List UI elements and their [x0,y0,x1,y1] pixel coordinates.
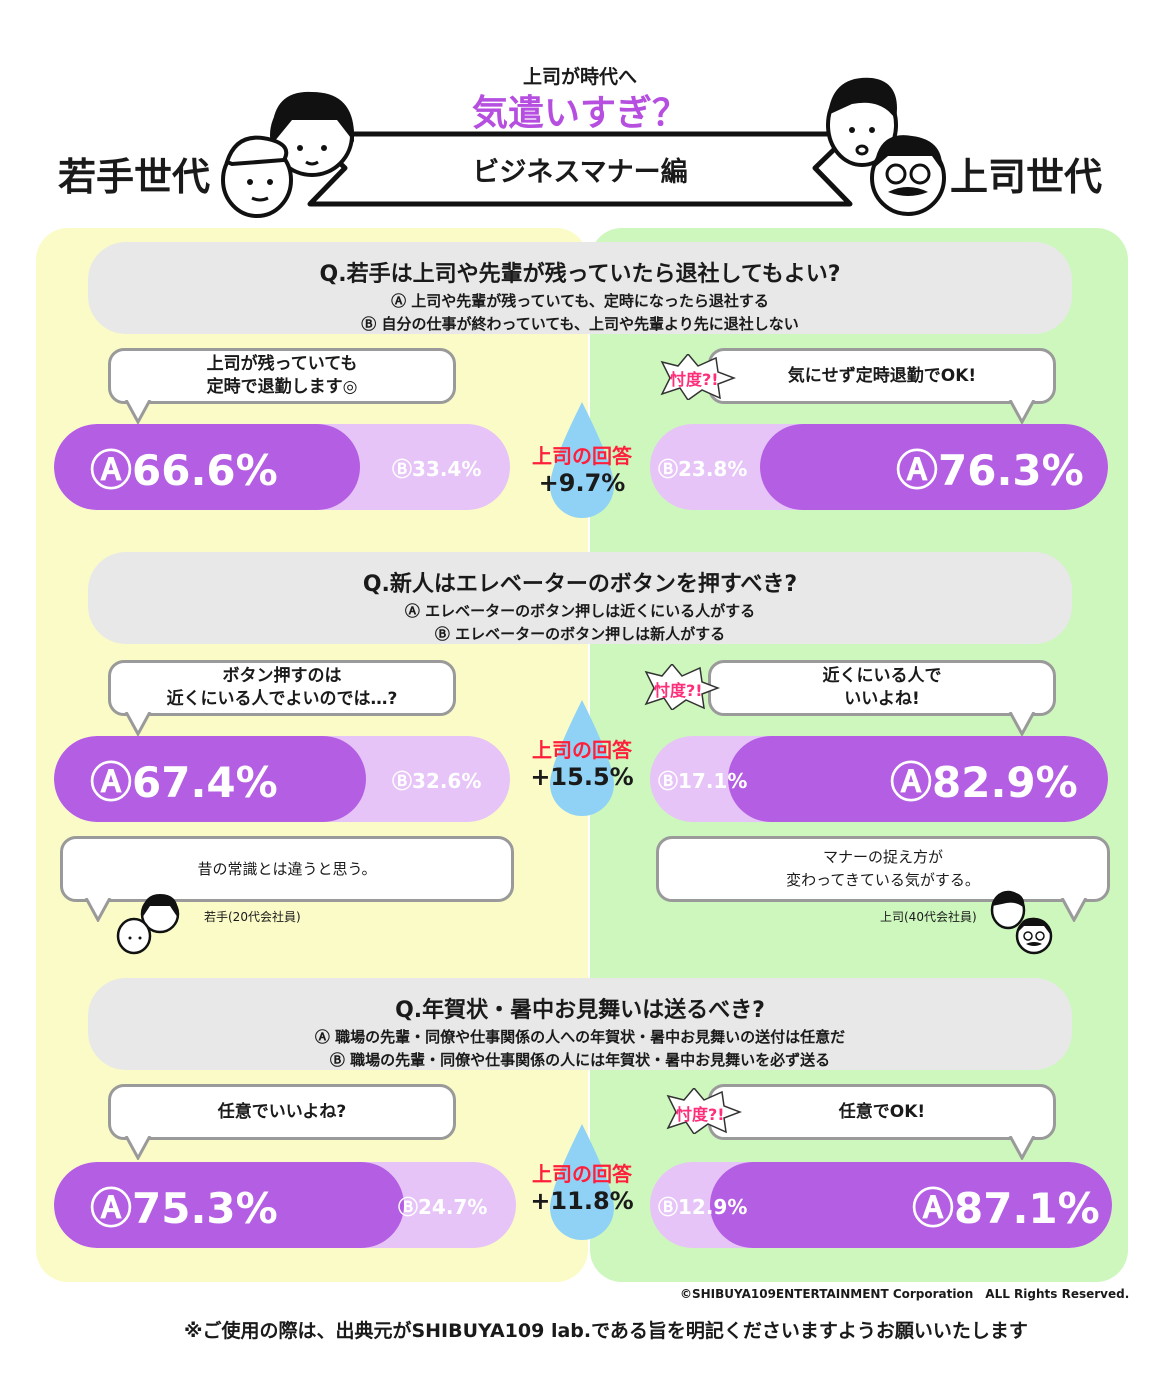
question-title: Q.若手は上司や先輩が残っていたら退社してもよい? [319,262,841,287]
boss-comment-bubble: 任意でOK! [708,1084,1056,1140]
young-answer-bar: Ⓐ75.3% Ⓑ24.7% [54,1162,516,1248]
option-a: Ⓐ 職場の先輩・同僚や仕事関係の人への年賀状・暑中お見舞いの送付は任意だ [314,1028,846,1046]
drop-icon [550,1124,614,1240]
young-avatar-icon [116,894,180,955]
young-answer-bar: Ⓐ67.4% Ⓑ32.6% [54,736,510,822]
usage-note: ※ご使用の際は、出典元がSHIBUYA109 lab.である旨を明記くださいます… [184,1320,1028,1342]
diff-label: 上司の回答 [532,444,632,468]
question-box-2: Q.新人はエレベーターのボタンを押すべき? Ⓐ エレベーターのボタン押しは近くに… [88,552,1072,644]
young-answer-a: Ⓐ66.6% [90,445,278,495]
young-answer-a-fill [54,736,366,822]
option-b: Ⓑ エレベーターのボタン押しは新人がする [434,625,726,643]
young-answer-a-fill [54,424,360,510]
young-people-illustration [221,91,354,218]
boss-people-illustration [826,77,946,216]
boss-comment-bubble: 気にせず定時退勤でOK! [708,348,1056,404]
sontaku-label: 忖度?! [676,1105,725,1124]
header-title: 気遣いすぎ？ [471,93,688,134]
question-box-1: Q.若手は上司や先輩が残っていたら退社してもよい? Ⓐ 上司や先輩が残っていても… [88,242,1072,334]
boss-comment-bubble: 近くにいる人で いいよね! [708,660,1056,716]
boss-answer-b: Ⓑ12.9% [658,1194,748,1219]
boss-diff: 上司の回答 +11.8% [510,1158,654,1215]
boss-quote-author: 上司(40代会社員) [880,910,977,924]
boss-answer-bar: Ⓑ17.1% Ⓐ82.9% [650,736,1108,822]
option-b: Ⓑ 自分の仕事が終わっていても、上司や先輩より先に退社しない [361,315,799,333]
bubble-tail [1060,898,1088,922]
young-answer-a-fill [54,1162,404,1248]
young-answer-a: Ⓐ75.3% [90,1183,278,1233]
option-b: Ⓑ 職場の先輩・同僚や仕事関係の人には年賀状・暑中お見舞いを必ず送る [329,1051,831,1069]
boss-answer-a: Ⓐ76.3% [896,445,1084,495]
boss-answer-a-fill [710,1162,1112,1248]
diff-label: 上司の回答 [532,738,632,762]
bubble-tail [1008,712,1036,736]
young-answer-bar: Ⓐ66.6% Ⓑ33.4% [54,424,510,510]
young-answer-b: Ⓑ24.7% [398,1194,488,1219]
sontaku-label: 忖度?! [670,370,719,389]
bubble-tail [124,400,152,424]
young-comment-bubble: ボタン押すのは 近くにいる人でよいのでは…? [108,660,456,716]
banner-text: ビジネスマナー編 [472,157,688,188]
boss-answer-a-fill [760,424,1108,510]
boss-answer-bar: Ⓑ12.9% Ⓐ87.1% [650,1162,1112,1248]
sontaku-badge [666,1088,742,1134]
sontaku-label: 忖度?! [654,681,703,700]
bubble-tail [124,712,152,736]
boss-quote-bubble: マナーの捉え方が 変わってきている気がする。 [656,836,1110,902]
sontaku-badge [644,664,720,710]
option-a: Ⓐ エレベーターのボタン押しは近くにいる人がする [404,602,756,620]
diff-label: 上司の回答 [532,1162,632,1186]
question-title: Q.新人はエレベーターのボタンを押すべき? [362,572,798,597]
boss-avatar-icon [990,890,1053,955]
question-box-3: Q.年賀状・暑中お見舞いは送るべき? Ⓐ 職場の先輩・同僚や仕事関係の人への年賀… [88,978,1072,1070]
header-subtitle: 上司が時代へ [522,66,637,88]
boss-answer-b: Ⓑ17.1% [658,768,748,793]
bubble-tail [84,898,112,922]
boss-answer-a: Ⓐ82.9% [890,757,1078,807]
young-comment-bubble: 任意でいいよね? [108,1084,456,1140]
young-comment-bubble: 上司が残っていても 定時で退勤します◎ [108,348,456,404]
boss-answer-a: Ⓐ87.1% [912,1183,1100,1233]
boss-answer-a-fill [728,736,1108,822]
drop-icon [550,700,614,816]
diff-value: +15.5% [530,763,634,791]
young-quote-bubble: 昔の常識とは違うと思う。 [60,836,514,902]
young-answer-b: Ⓑ33.4% [392,456,482,481]
copyright: ©SHIBUYA109ENTERTAINMENT Corporation ALL… [680,1287,1130,1301]
diff-value: +9.7% [538,469,626,497]
diff-value: +11.8% [530,1187,634,1215]
young-answer-a: Ⓐ67.4% [90,757,278,807]
boss-diff: 上司の回答 +9.7% [510,440,654,497]
young-generation-label: 若手世代 [58,155,211,199]
boss-generation-label: 上司世代 [950,155,1103,199]
drop-icon [550,402,614,518]
bubble-tail [124,1136,152,1160]
bubble-tail [1008,1136,1036,1160]
young-answer-b: Ⓑ32.6% [392,768,482,793]
young-quote-author: 若手(20代会社員) [204,910,301,924]
boss-answer-bar: Ⓑ23.8% Ⓐ76.3% [650,424,1108,510]
sontaku-badge [660,354,736,400]
boss-diff: 上司の回答 +15.5% [510,734,654,791]
question-title: Q.年賀状・暑中お見舞いは送るべき? [395,998,765,1023]
option-a: Ⓐ 上司や先輩が残っていても、定時になったら退社する [391,292,769,310]
boss-answer-b: Ⓑ23.8% [658,456,748,481]
bubble-tail [1008,400,1036,424]
